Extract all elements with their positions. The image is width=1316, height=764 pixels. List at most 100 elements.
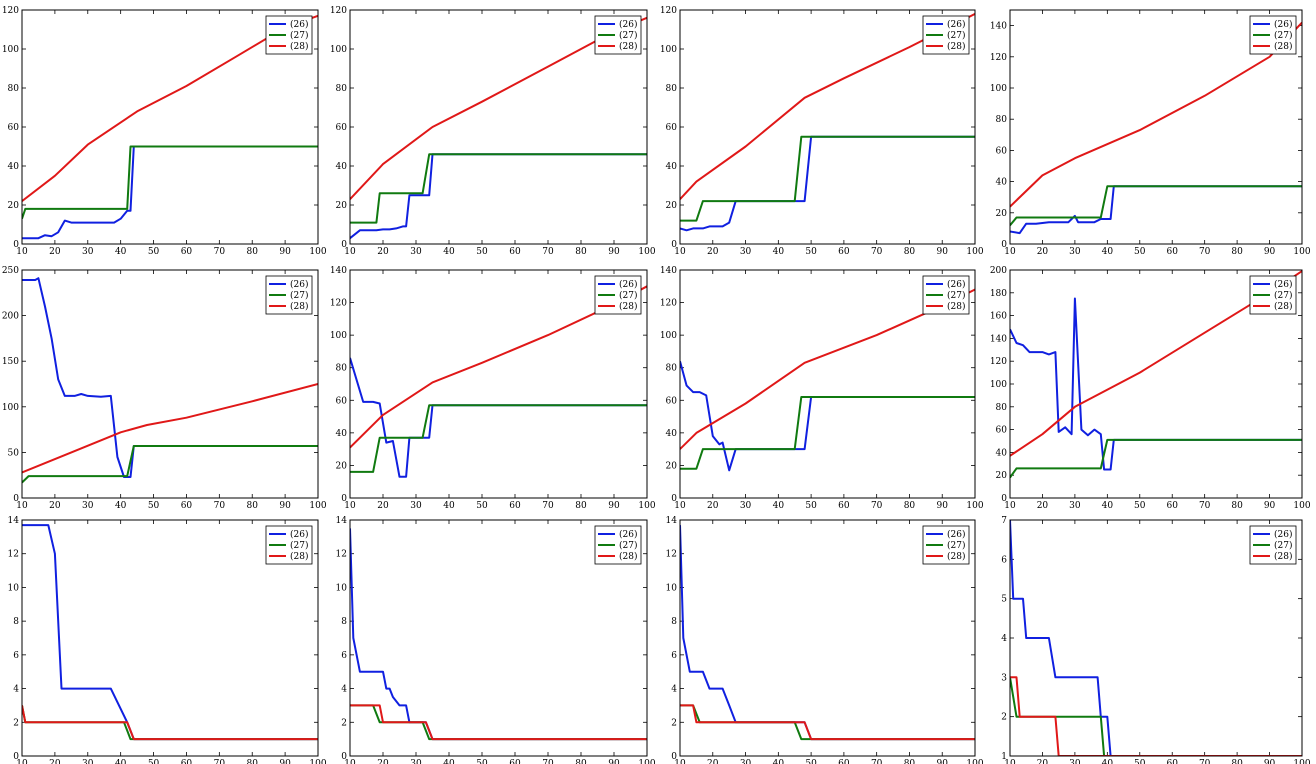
- y-tick-label: 4: [1001, 634, 1007, 644]
- x-tick-label: 80: [904, 247, 916, 257]
- x-tick-label: 20: [1037, 247, 1049, 257]
- x-tick-label: 100: [966, 247, 983, 257]
- x-tick-label: 100: [638, 759, 655, 764]
- plot-frame: [21, 9, 319, 245]
- legend-label-28: (28): [290, 301, 308, 312]
- x-tick-label: 10: [16, 247, 28, 257]
- x-tick-label: 60: [1166, 501, 1178, 511]
- x-tick-label: 70: [871, 501, 883, 511]
- y-tick-label: 3: [1001, 673, 1007, 683]
- series-line-28: [22, 383, 318, 474]
- legend: (26)(27)(28): [922, 525, 970, 565]
- x-tick-label: 90: [279, 247, 291, 257]
- y-tick-label: 80: [8, 84, 20, 94]
- x-tick-label: 100: [309, 759, 326, 764]
- legend-label-26: (26): [947, 19, 965, 30]
- x-tick-label: 30: [1069, 247, 1081, 257]
- x-tick-label: 20: [49, 759, 61, 764]
- x-tick-label: 70: [1199, 759, 1211, 764]
- x-tick-label: 10: [344, 759, 356, 764]
- y-tick-label: 12: [666, 550, 677, 560]
- series-line-28: [680, 704, 975, 741]
- x-tick-label: 30: [82, 247, 94, 257]
- y-tick-label: 20: [336, 201, 348, 211]
- x-tick-label: 40: [1102, 759, 1114, 764]
- x-tick-label: 60: [1166, 247, 1178, 257]
- x-tick-label: 40: [115, 759, 127, 764]
- y-tick-label: 100: [330, 331, 347, 341]
- x-tick-label: 40: [773, 247, 785, 257]
- y-tick-label: 120: [2, 6, 19, 16]
- series-line-27: [350, 404, 647, 473]
- legend-label-27: (27): [1274, 30, 1292, 41]
- series-line-26: [350, 153, 647, 239]
- y-tick-label: 6: [13, 651, 19, 661]
- y-tick-label: 140: [660, 266, 677, 276]
- x-tick-label: 10: [16, 759, 28, 764]
- y-tick-label: 0: [13, 752, 19, 762]
- plot-frame: [1009, 519, 1303, 757]
- chart-panel-1: 0 20 40 60 80 100 120 10 20 30 40 50 60 70 80 90 100 (26)…: [2, 6, 327, 257]
- y-tick-label: 0: [341, 494, 347, 504]
- y-tick-label: 2: [341, 718, 347, 728]
- legend-label-27: (27): [619, 30, 637, 41]
- y-tick-label: 120: [330, 299, 347, 309]
- legend-label-27: (27): [1274, 540, 1292, 551]
- legend-label-28: (28): [290, 551, 308, 562]
- chart-panel-6: 0 20 40 60 80 100 120 140 10 20 30 40 50 60 70 80 90 100 (…: [330, 266, 656, 511]
- y-tick-label: 20: [8, 201, 20, 211]
- legend-label-26: (26): [947, 279, 965, 290]
- legend-label-28: (28): [947, 301, 965, 312]
- y-tick-label: 60: [8, 123, 20, 133]
- legend: (26)(27)(28): [922, 275, 970, 315]
- x-tick-label: 20: [377, 501, 389, 511]
- x-tick-label: 60: [838, 247, 850, 257]
- x-tick-label: 90: [279, 759, 291, 764]
- x-tick-label: 20: [49, 501, 61, 511]
- y-tick-label: 60: [996, 426, 1008, 436]
- legend-label-26: (26): [619, 19, 637, 30]
- chart-panel-12: 1 2 3 4 5 6 7 10 20 30 40 50 60 70 80 90 100 (26)(27)(28): [1001, 516, 1311, 764]
- y-tick-label: 40: [336, 162, 348, 172]
- y-tick-label: 7: [1001, 516, 1007, 526]
- y-tick-label: 80: [666, 364, 678, 374]
- chart-panel-10: 0 2 4 6 8 10 12 14 10 20 30 40 50 60 70 80 90 100 (26)(27)…: [336, 516, 656, 764]
- y-tick-label: 1: [1001, 752, 1007, 762]
- x-tick-label: 10: [674, 501, 686, 511]
- x-tick-label: 10: [344, 501, 356, 511]
- x-tick-label: 70: [214, 759, 226, 764]
- series-line-26: [680, 360, 975, 472]
- chart-panel-5: 0 50 100 150 200 250 10 20 30 40 50 60 70 80 90 100 (26)…: [2, 266, 327, 511]
- y-tick-label: 50: [8, 448, 20, 458]
- series-line-26: [1010, 520, 1302, 756]
- x-tick-label: 80: [246, 501, 258, 511]
- x-tick-label: 30: [410, 247, 422, 257]
- x-tick-label: 90: [1264, 247, 1276, 257]
- x-tick-label: 80: [575, 247, 587, 257]
- y-tick-label: 2: [1001, 713, 1007, 723]
- x-tick-label: 90: [608, 247, 620, 257]
- x-tick-label: 70: [214, 501, 226, 511]
- x-tick-label: 30: [1069, 501, 1081, 511]
- legend-label-27: (27): [619, 540, 637, 551]
- legend: (26)(27)(28): [594, 275, 642, 315]
- series-line-27: [1010, 677, 1302, 756]
- legend: (26)(27)(28): [594, 15, 642, 55]
- x-tick-label: 10: [1004, 501, 1016, 511]
- x-tick-label: 20: [707, 501, 719, 511]
- y-tick-label: 14: [336, 516, 348, 526]
- series-line-28: [1010, 676, 1302, 756]
- y-tick-label: 4: [341, 685, 347, 695]
- x-tick-label: 60: [1166, 759, 1178, 764]
- x-tick-label: 70: [1199, 501, 1211, 511]
- legend: (26)(27)(28): [922, 15, 970, 55]
- legend-label-27: (27): [619, 290, 637, 301]
- x-tick-label: 80: [575, 759, 587, 764]
- y-tick-label: 8: [341, 617, 347, 627]
- x-tick-label: 20: [377, 247, 389, 257]
- chart-panel-2: 0 20 40 60 80 100 120 10 20 30 40 50 60 70 80 90 100 (26)…: [330, 6, 656, 257]
- x-tick-label: 40: [1102, 247, 1114, 257]
- x-tick-label: 90: [279, 501, 291, 511]
- x-tick-label: 40: [443, 247, 455, 257]
